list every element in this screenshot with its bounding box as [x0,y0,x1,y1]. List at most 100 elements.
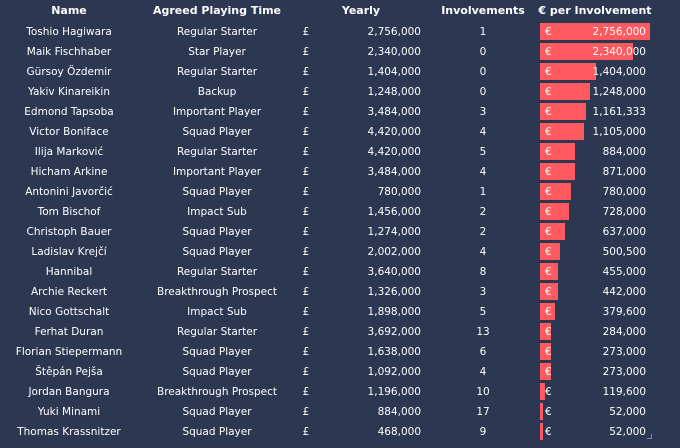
playing-time: Regular Starter [176,66,258,78]
header-per-involvement[interactable]: € per Involvement [538,4,652,17]
table-row[interactable]: Yuki Minami Squad Player £884,000 17 €52,000 [0,402,680,422]
resize-handle-icon[interactable] [647,434,652,439]
currency-symbol: £ [302,86,310,98]
per-involvement-value: 52,000 [609,406,646,418]
table-row[interactable]: Ilija Marković Regular Starter £4,420,000 5… [0,142,680,162]
euro-symbol: € [545,346,552,358]
per-involvement-cell: €379,600 [538,302,652,322]
involvements-count: 4 [479,166,487,178]
per-involvement-bar [540,263,559,280]
involvements-count: 0 [479,86,487,98]
player-name: Hicham Arkine [30,166,108,178]
currency-symbol: £ [302,326,310,338]
euro-symbol: € [545,406,552,418]
euro-symbol: € [545,426,552,438]
header-yearly[interactable]: Yearly [341,4,381,17]
table-row[interactable]: Nico Gottschalt Impact Sub £1,898,000 5 €379… [0,302,680,322]
per-involvement-value: 2,756,000 [592,26,646,38]
yearly-wage: 1,638,000 [367,346,421,358]
table-row[interactable]: Edmond Tapsoba Important Player £3,484,000… [0,102,680,122]
per-involvement-value: 1,404,000 [592,66,646,78]
table-row[interactable]: Ferhat Duran Regular Starter £3,692,000 13 €… [0,322,680,342]
yearly-wage: 3,640,000 [367,266,421,278]
per-involvement-bar [540,243,560,260]
table-row[interactable]: Ladislav Krejčí Squad Player £2,002,000 4 €5… [0,242,680,262]
player-name: Archie Reckert [30,286,108,298]
header-playing-time[interactable]: Agreed Playing Time [152,4,282,17]
per-involvement-bar [540,83,590,100]
yearly-wage: 468,000 [377,426,421,438]
playing-time: Regular Starter [176,326,258,338]
per-involvement-value: 1,248,000 [592,86,646,98]
table-row[interactable]: Toshio Hagiwara Regular Starter £2,756,000… [0,22,680,42]
table-row[interactable]: Gürsoy Özdemir Regular Starter £1,404,000 0… [0,62,680,82]
yearly-wage: 1,092,000 [367,366,421,378]
table-row[interactable]: Christoph Bauer Squad Player £1,274,000 2 €6… [0,222,680,242]
playing-time: Squad Player [182,366,252,378]
involvements-count: 5 [479,306,487,318]
yearly-wage: 4,420,000 [367,126,421,138]
per-involvement-bar [540,223,566,240]
currency-symbol: £ [302,406,310,418]
per-involvement-bar [540,343,551,360]
currency-symbol: £ [302,246,310,258]
player-name: Ladislav Krejčí [31,246,107,258]
yearly-wage: 2,002,000 [367,246,421,258]
table-row[interactable]: Hannibal Regular Starter £3,640,000 8 €455,0… [0,262,680,282]
player-name: Yakiv Kinareikin [28,86,110,98]
player-name: Florian Stiepermann [15,346,123,358]
header-name[interactable]: Name [51,4,87,17]
per-involvement-value: 284,000 [602,326,646,338]
table-row[interactable]: Hicham Arkine Important Player £3,484,000 4… [0,162,680,182]
currency-symbol: £ [302,286,310,298]
yearly-wage: 1,274,000 [367,226,421,238]
currency-symbol: £ [302,26,310,38]
table-row[interactable]: Antonini Javorčić Squad Player £780,000 1 €7… [0,182,680,202]
involvements-count: 0 [479,46,487,58]
involvements-count: 4 [479,246,487,258]
playing-time: Breakthrough Prospect [156,286,277,298]
table-row[interactable]: Victor Boniface Squad Player £4,420,000 4 €1… [0,122,680,142]
table-row[interactable]: Štěpán Pejša Squad Player £1,092,000 4 €273,… [0,362,680,382]
per-involvement-bar [540,423,543,440]
table-row[interactable]: Jordan Bangura Breakthrough Prospect £1,19… [0,382,680,402]
per-involvement-cell: €52,000 [538,402,652,422]
per-involvement-value: 273,000 [602,366,646,378]
yearly-wage: 884,000 [377,406,421,418]
per-involvement-cell: €1,161,333 [538,102,652,122]
per-involvement-bar [540,383,545,400]
header-involvements[interactable]: Involvements [441,4,525,17]
per-involvement-cell: €1,248,000 [538,82,652,102]
per-involvement-bar [540,23,650,40]
player-name: Ferhat Duran [34,326,104,338]
involvements-count: 0 [479,66,487,78]
involvements-count: 2 [479,206,487,218]
player-name: Ilija Marković [34,146,104,158]
euro-symbol: € [545,366,552,378]
per-involvement-cell: €884,000 [538,142,652,162]
currency-symbol: £ [302,426,310,438]
table-row[interactable]: Thomas Krassnitzer Squad Player £468,000 9 €… [0,422,680,442]
table-row[interactable]: Archie Reckert Breakthrough Prospect £1,32… [0,282,680,302]
per-involvement-value: 1,105,000 [592,126,646,138]
per-involvement-value: 1,161,333 [592,106,646,118]
yearly-wage: 3,484,000 [367,166,421,178]
table-row[interactable]: Maik Fischhaber Star Player £2,340,000 0 €2,… [0,42,680,62]
player-name: Jordan Bangura [28,386,110,398]
table-row[interactable]: Florian Stiepermann Squad Player £1,638,00… [0,342,680,362]
euro-symbol: € [545,386,552,398]
yearly-wage: 1,898,000 [367,306,421,318]
playing-time: Impact Sub [187,306,247,318]
table-row[interactable]: Yakiv Kinareikin Backup £1,248,000 0 €1,248,… [0,82,680,102]
table-row[interactable]: Tom Bischof Impact Sub £1,456,000 2 €728,000 [0,202,680,222]
involvements-count: 3 [479,286,487,298]
playing-time: Regular Starter [176,26,258,38]
playing-time: Backup [197,86,237,98]
euro-symbol: € [545,306,552,318]
per-involvement-bar [540,323,552,340]
player-name: Toshio Hagiwara [26,26,112,38]
player-name: Victor Boniface [29,126,109,138]
involvements-count: 5 [479,146,487,158]
player-name: Christoph Bauer [26,226,112,238]
